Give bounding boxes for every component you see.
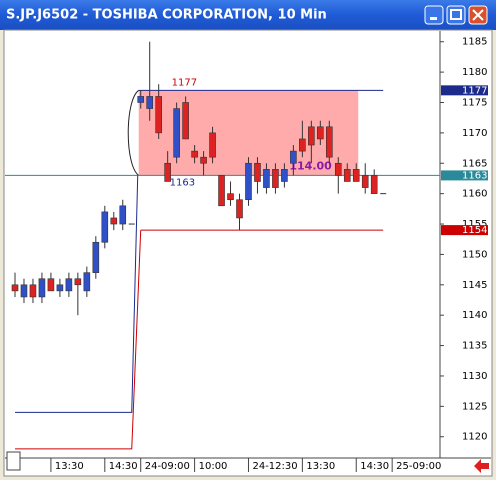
candle-body [308, 126, 315, 146]
candle-body [245, 162, 252, 201]
x-tick-label: 13:30 [55, 461, 84, 472]
candle-body [254, 162, 261, 182]
y-tick-label: 1185 [462, 37, 487, 48]
y-tick-label: 1125 [462, 401, 487, 412]
title-bar [0, 0, 496, 30]
x-tick-label: 25-09:00 [396, 461, 441, 472]
level-badge-label: 1154 [462, 225, 487, 236]
y-tick-label: 1150 [462, 249, 487, 260]
candle-body [281, 169, 288, 182]
x-tick-label: 14:30 [360, 461, 389, 472]
candle-body [101, 211, 109, 243]
candle-body [272, 169, 279, 188]
x-tick-label: 24-09:00 [145, 461, 190, 472]
minimize-button[interactable] [424, 5, 444, 25]
maximize-icon [450, 9, 462, 20]
candle-body [173, 108, 180, 158]
candle-body [92, 241, 100, 273]
candle-body [56, 284, 64, 292]
y-tick-label: 1135 [462, 341, 487, 352]
candle-body [227, 193, 234, 201]
close-icon [472, 9, 484, 21]
range-bracket [127, 89, 140, 176]
candle-body [74, 278, 82, 286]
candle-body [164, 162, 171, 182]
candle-body [146, 96, 153, 109]
y-tick-label: 1155 [462, 219, 487, 230]
y-tick-label: 1180 [462, 67, 487, 78]
y-tick-label: 1145 [462, 280, 487, 291]
candle-body [334, 162, 342, 176]
candle-body [209, 132, 216, 158]
candle-body [290, 150, 297, 164]
candle-body [317, 126, 324, 140]
x-tick-label: 14:30 [109, 461, 138, 472]
maximize-button[interactable] [446, 5, 466, 25]
x-tick-label: 13:30 [306, 461, 335, 472]
annotation: 114.00 [289, 159, 332, 172]
y-tick-label: 1160 [462, 189, 487, 200]
prior-level-line [15, 175, 139, 413]
candle-body [83, 272, 91, 292]
level-label: 1177 [172, 77, 197, 88]
y-tick-label: 1165 [462, 158, 487, 169]
window-title: S.JP.J6502 - TOSHIBA CORPORATION, 10 Min [6, 8, 327, 23]
candle-body [218, 175, 225, 207]
minimize-icon [430, 17, 437, 20]
y-tick-label: 1120 [462, 432, 487, 443]
candle-body [370, 175, 378, 194]
level-label: 1163 [170, 177, 195, 188]
candle-body [352, 169, 360, 182]
level-badge-label: 1177 [462, 85, 487, 96]
prior-level-line [15, 230, 142, 450]
scroll-arrow[interactable] [474, 459, 489, 473]
candle-body [11, 284, 19, 292]
candle-body [20, 284, 28, 298]
level-badge [441, 85, 488, 96]
y-tick-label: 1130 [462, 371, 487, 382]
candle-body [361, 175, 369, 188]
candle-body [325, 126, 333, 158]
candle-body [29, 284, 37, 298]
candle-body [47, 278, 55, 292]
level-badge-label: 1163 [462, 170, 487, 181]
candle-body [236, 199, 243, 219]
y-tick-label: 1170 [462, 128, 487, 139]
y-tick-label: 1140 [462, 310, 487, 321]
x-tick-label: 24-12:30 [252, 461, 297, 472]
candle-body [110, 217, 118, 225]
candle-body [263, 169, 270, 188]
candle-body [299, 138, 306, 152]
candle-body [343, 169, 351, 182]
candle-body [119, 205, 127, 225]
x-tick-label: 10:00 [199, 461, 228, 472]
y-tick-label: 1175 [462, 97, 487, 108]
candle-body [182, 102, 189, 140]
candle-body [65, 278, 73, 292]
level-badge [441, 225, 488, 236]
level-badge [441, 170, 488, 181]
candle-body [155, 96, 162, 134]
candle-body [137, 96, 145, 103]
candle-body [38, 278, 46, 298]
candle-body [191, 150, 198, 158]
candle-body [200, 156, 207, 164]
scroll-box[interactable] [6, 451, 21, 471]
